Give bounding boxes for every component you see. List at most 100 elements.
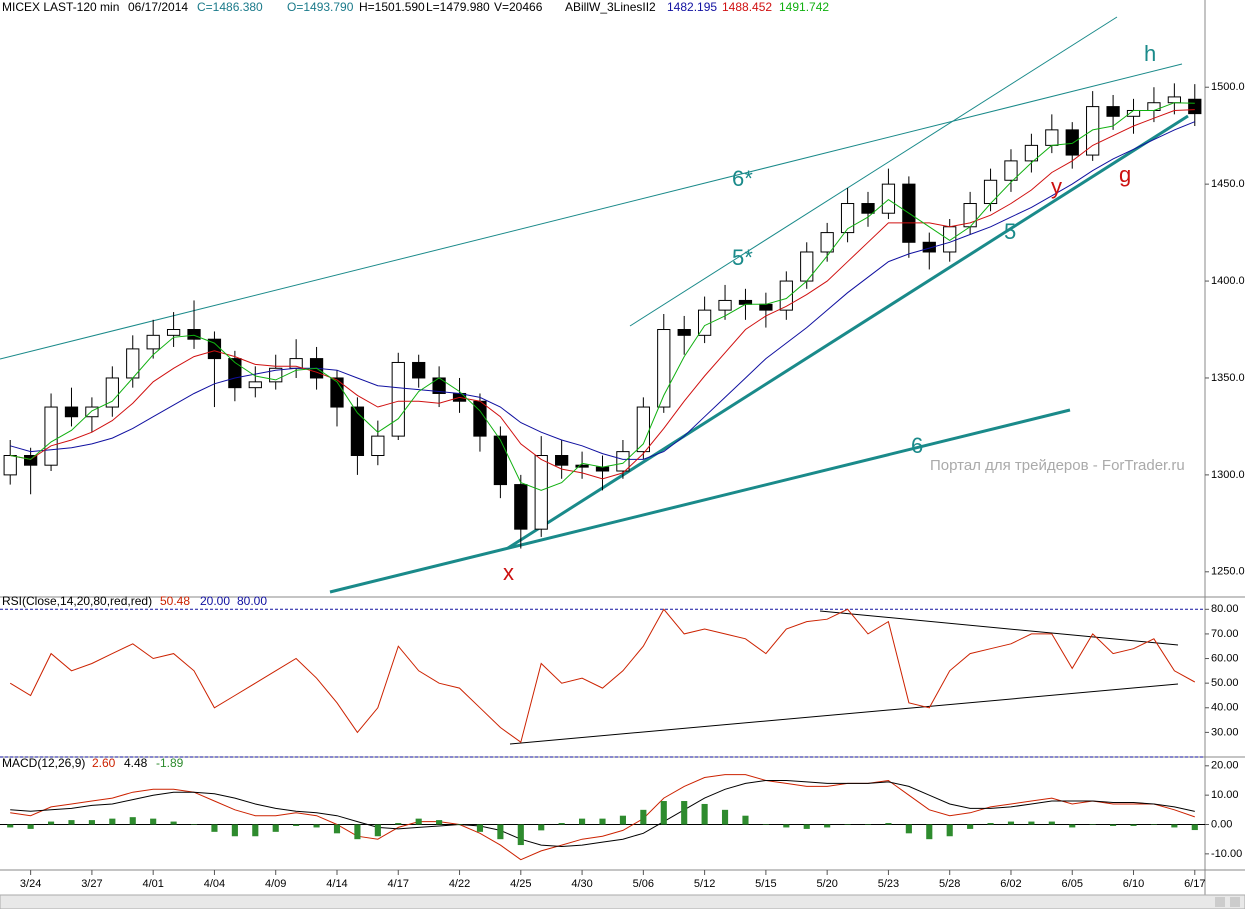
candle-body bbox=[677, 329, 691, 336]
x-tick-label: 5/28 bbox=[939, 878, 960, 890]
header-close: C=1486.380 bbox=[197, 0, 263, 14]
candle-body bbox=[207, 338, 222, 360]
candle-body bbox=[922, 241, 936, 253]
scroll-button[interactable] bbox=[1230, 897, 1240, 907]
trend-line bbox=[329, 408, 1071, 594]
candle-body bbox=[85, 406, 99, 418]
histogram-bar bbox=[721, 809, 729, 825]
candle-body bbox=[657, 329, 671, 408]
header-volume: V=20466 bbox=[494, 0, 543, 14]
histogram-bar bbox=[415, 818, 422, 825]
x-tick-label: 5/15 bbox=[755, 878, 776, 890]
y-tick-label: 1400.00 bbox=[1211, 275, 1245, 287]
x-tick-label: 5/23 bbox=[878, 878, 899, 890]
y-tick-label: 1500.00 bbox=[1211, 81, 1245, 93]
y-tick-label: 0.00 bbox=[1211, 818, 1232, 830]
histogram-bar bbox=[1028, 821, 1035, 825]
annotation: g bbox=[1119, 162, 1131, 187]
y-tick-label: 1300.00 bbox=[1211, 469, 1245, 481]
candle-body bbox=[412, 361, 426, 379]
candle-body bbox=[1065, 129, 1079, 156]
header-ma-value: 1482.195 bbox=[667, 0, 717, 14]
header-date: 06/17/2014 bbox=[128, 0, 188, 14]
histogram-bar bbox=[803, 824, 810, 829]
histogram-bar bbox=[1150, 824, 1158, 826]
y-tick-label: -10.00 bbox=[1211, 848, 1242, 860]
x-tick-label: 4/22 bbox=[449, 878, 470, 890]
histogram-bar bbox=[517, 824, 524, 846]
annotation: 5* bbox=[732, 245, 753, 270]
candle-body bbox=[616, 451, 630, 472]
trend-line bbox=[507, 114, 1189, 550]
y-tick-label: 60.00 bbox=[1211, 652, 1239, 664]
histogram-bar bbox=[1171, 824, 1178, 828]
histogram-bar bbox=[926, 824, 933, 840]
candle-body bbox=[820, 232, 834, 253]
histogram-bar bbox=[619, 815, 626, 825]
series-line bbox=[10, 121, 1195, 460]
histogram-bar bbox=[967, 824, 974, 829]
candle-body bbox=[595, 466, 610, 472]
histogram-bar bbox=[354, 824, 361, 840]
histogram-bar bbox=[905, 824, 912, 834]
histogram-bar bbox=[538, 824, 545, 831]
histogram-bar bbox=[272, 824, 279, 832]
series-line bbox=[10, 102, 1195, 491]
header-low: L=1479.980 bbox=[426, 0, 490, 14]
scrollbar[interactable] bbox=[0, 894, 1245, 909]
histogram-bar bbox=[701, 803, 708, 825]
x-tick-label: 5/20 bbox=[816, 878, 837, 890]
candle-body bbox=[1188, 98, 1202, 115]
y-tick-label: 50.00 bbox=[1211, 677, 1239, 689]
annotation: x bbox=[503, 560, 514, 585]
header-ma-value: 1491.742 bbox=[779, 0, 829, 14]
x-tick-label: 6/17 bbox=[1184, 878, 1205, 890]
histogram-bar bbox=[293, 824, 300, 826]
histogram-bar bbox=[1048, 821, 1055, 825]
candle-body bbox=[1106, 106, 1120, 117]
histogram-bar bbox=[762, 824, 769, 826]
annotation: y bbox=[1051, 174, 1062, 199]
histogram-bar bbox=[742, 815, 749, 825]
histogram-bar bbox=[885, 823, 892, 825]
rsi-title: RSI(Close,14,20,80,red,red) bbox=[2, 594, 152, 608]
histogram-bar bbox=[946, 824, 953, 837]
histogram-bar bbox=[844, 824, 851, 826]
candle-body bbox=[330, 377, 344, 408]
header-bg bbox=[0, 0, 840, 16]
candle-body bbox=[493, 435, 508, 486]
histogram-bar bbox=[313, 824, 320, 828]
histogram-bar bbox=[333, 824, 341, 834]
candle-body bbox=[759, 303, 773, 311]
histogram-bar bbox=[1110, 824, 1117, 826]
macd-value: 2.60 bbox=[92, 756, 116, 770]
histogram-bar bbox=[497, 824, 504, 840]
x-tick-label: 4/14 bbox=[326, 878, 347, 890]
scroll-button[interactable] bbox=[1215, 897, 1225, 907]
y-tick-label: 70.00 bbox=[1211, 628, 1239, 640]
candle-body bbox=[248, 381, 262, 389]
annotation: 6 bbox=[911, 433, 923, 458]
histogram-bar bbox=[1069, 824, 1076, 828]
histogram-bar bbox=[7, 824, 14, 828]
candle-body bbox=[187, 329, 201, 340]
candle-body bbox=[800, 251, 814, 282]
histogram-bar bbox=[211, 824, 218, 832]
histogram-bar bbox=[190, 824, 198, 826]
candle-body bbox=[943, 226, 957, 253]
histogram-bar bbox=[231, 824, 238, 837]
annotation: h bbox=[1144, 41, 1156, 66]
candle-body bbox=[1024, 144, 1039, 162]
y-tick-label: 30.00 bbox=[1211, 726, 1239, 738]
histogram-bar bbox=[1191, 824, 1198, 831]
rsi-level: 20.00 bbox=[200, 594, 230, 608]
y-tick-label: 10.00 bbox=[1211, 789, 1239, 801]
x-tick-label: 4/04 bbox=[204, 878, 225, 890]
histogram-bar bbox=[558, 823, 565, 825]
macd-value: -1.89 bbox=[156, 756, 184, 770]
y-tick-label: 80.00 bbox=[1211, 603, 1239, 615]
candle-body bbox=[779, 280, 793, 311]
trend-line bbox=[0, 63, 1183, 360]
y-tick-label: 40.00 bbox=[1211, 702, 1239, 714]
histogram-bar bbox=[1130, 824, 1137, 826]
